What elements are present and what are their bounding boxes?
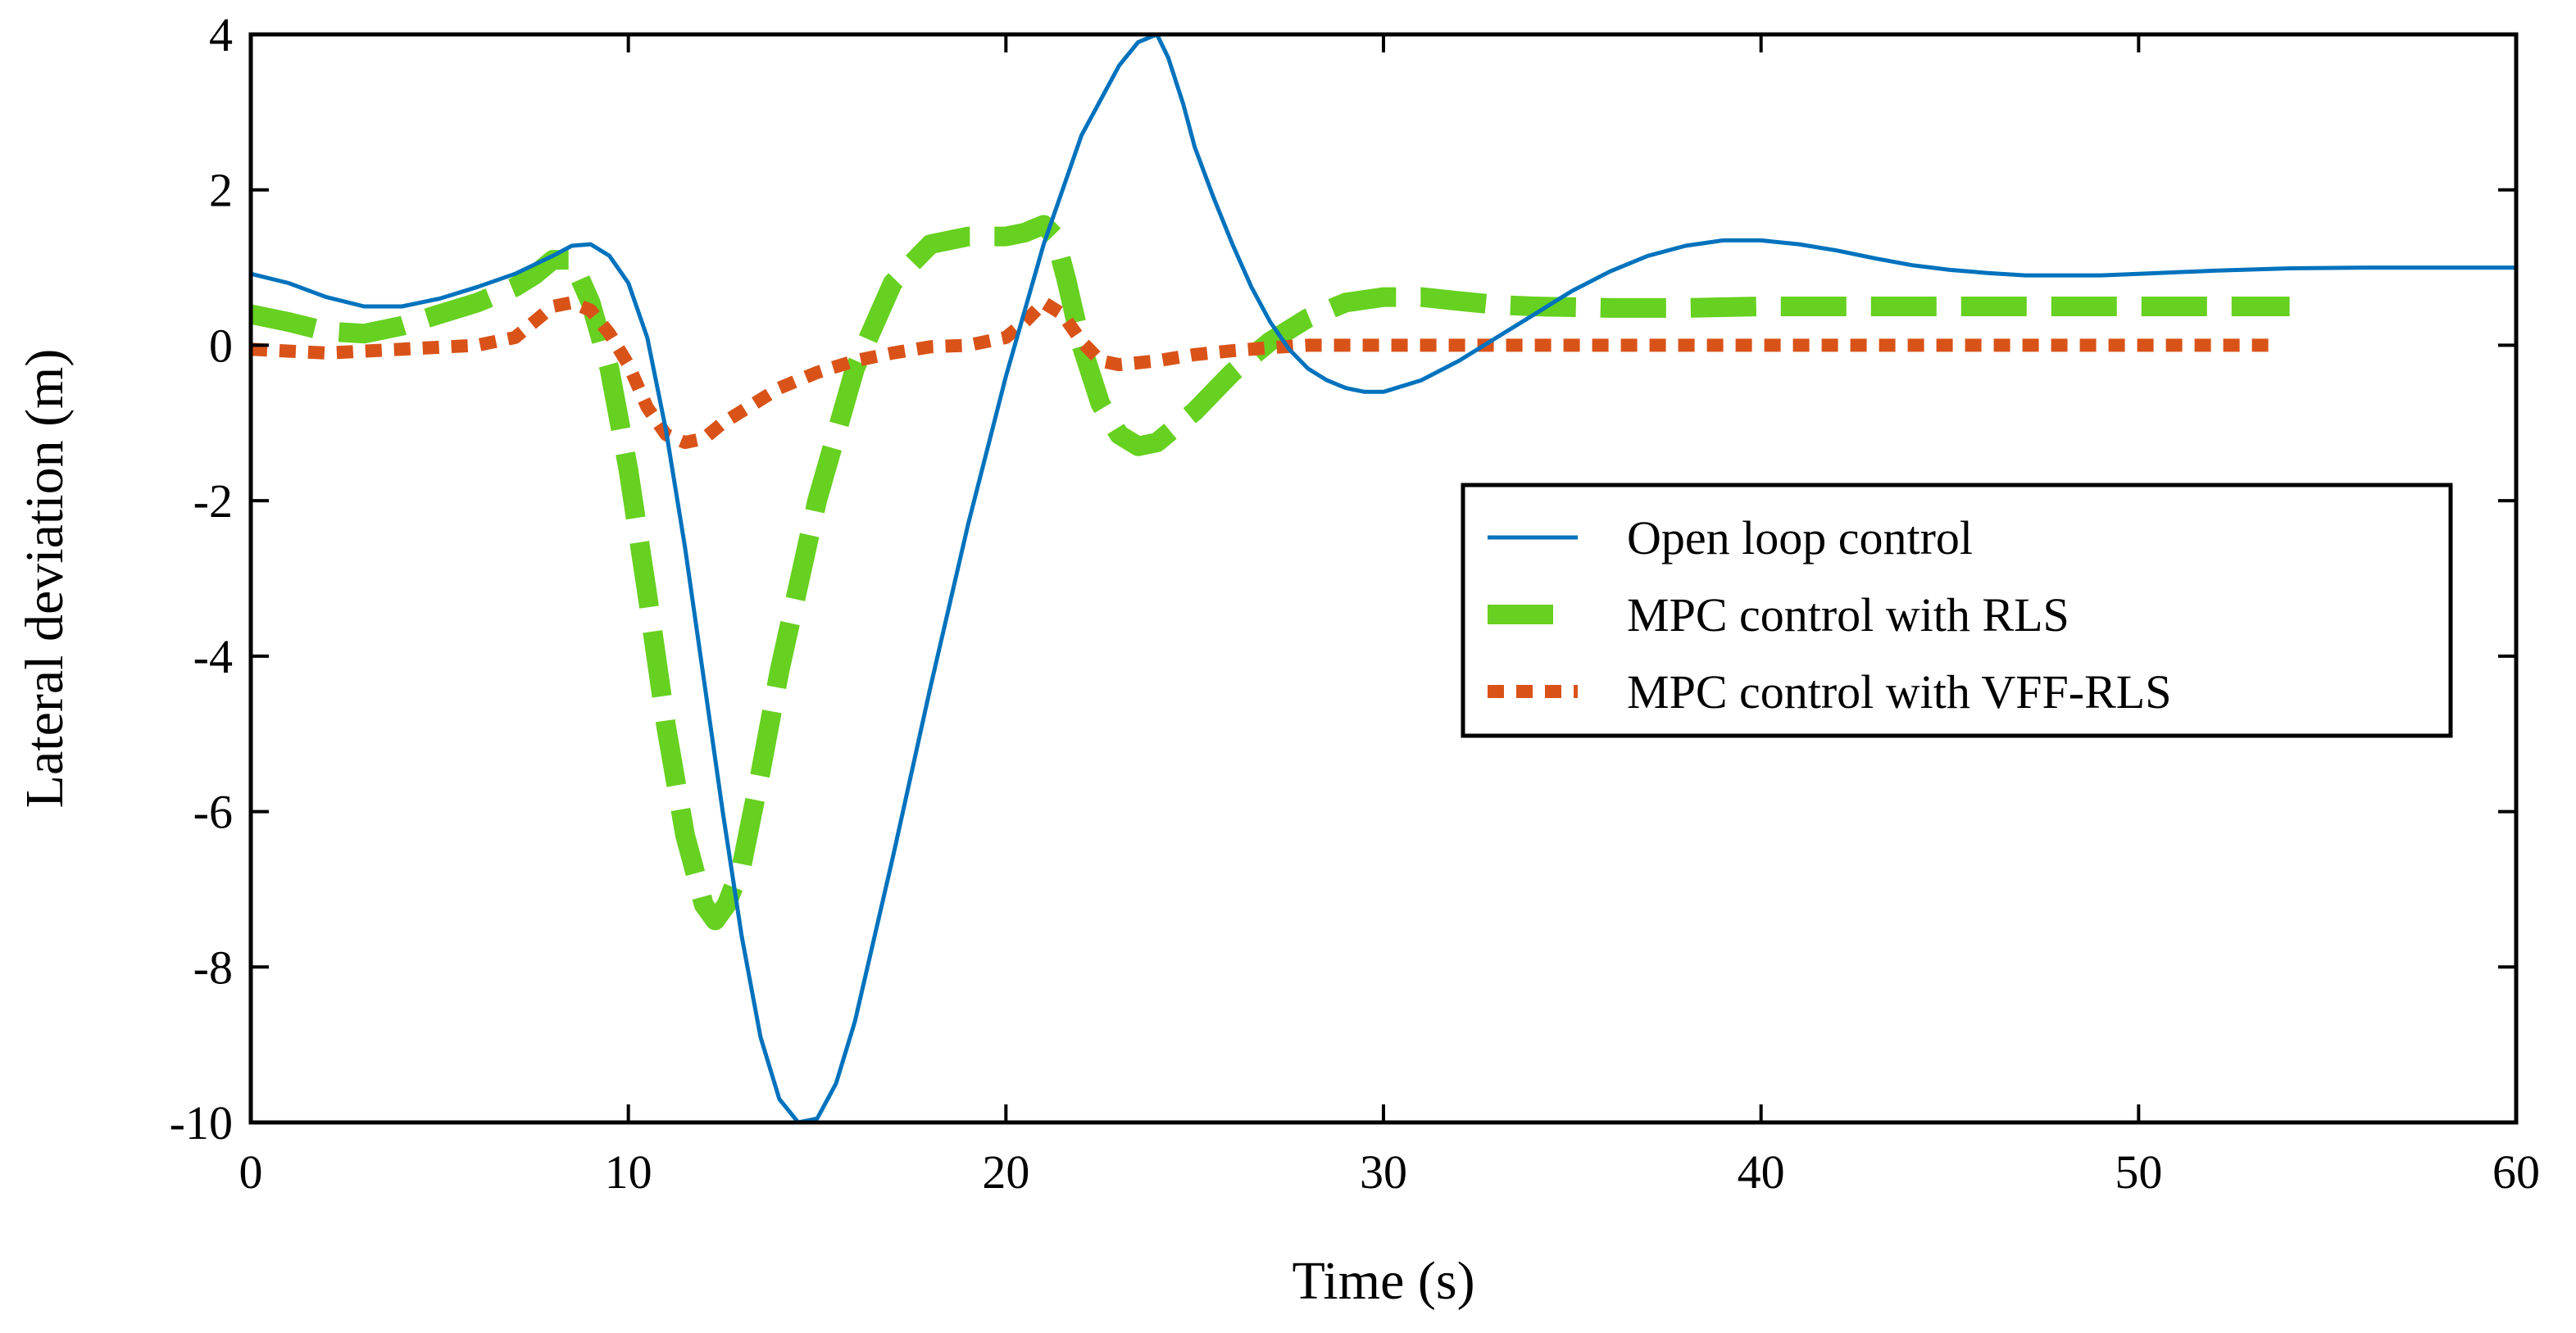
series-line-3 [251, 296, 2271, 449]
y-tick-label: -4 [193, 630, 233, 683]
legend-label-1: Open loop control [1627, 511, 1973, 564]
x-axis-label: Time (s) [1292, 1251, 1474, 1311]
legend-entries: Open loop control MPC control with RLS MPC… [1488, 511, 2171, 719]
y-tick-label: -2 [193, 474, 233, 528]
tick-layer: 0 10 20 30 40 50 60 -10 -8 -6 -4 -2 0 2 4 [170, 8, 2540, 1199]
y-tick-label: 0 [209, 319, 233, 372]
y-tick-label: -8 [193, 941, 233, 994]
legend-label-3: MPC control with VFF-RLS [1627, 665, 2171, 719]
series-line-1 [251, 34, 2516, 1122]
y-axis-label: Lateral deviation (m) [15, 349, 75, 809]
legend-box [1461, 483, 2453, 738]
y-tick-label: 2 [209, 164, 233, 217]
y-tick-label: -6 [193, 786, 233, 839]
x-tick-label: 40 [1738, 1145, 1785, 1199]
series-layer [251, 34, 2516, 1122]
legend-label-2: MPC control with RLS [1627, 588, 2069, 642]
x-tick-label: 50 [2115, 1145, 2162, 1199]
x-tick-label: 60 [2492, 1145, 2540, 1199]
x-tick-label: 30 [1360, 1145, 1407, 1199]
legend: Open loop control MPC control with RLS MPC… [1461, 483, 2453, 738]
x-tick-label: 0 [239, 1145, 263, 1199]
y-tick-label: -10 [170, 1096, 233, 1149]
x-tick-label: 10 [605, 1145, 652, 1199]
x-tick-label: 20 [982, 1145, 1029, 1199]
y-tick-label: 4 [209, 8, 233, 61]
